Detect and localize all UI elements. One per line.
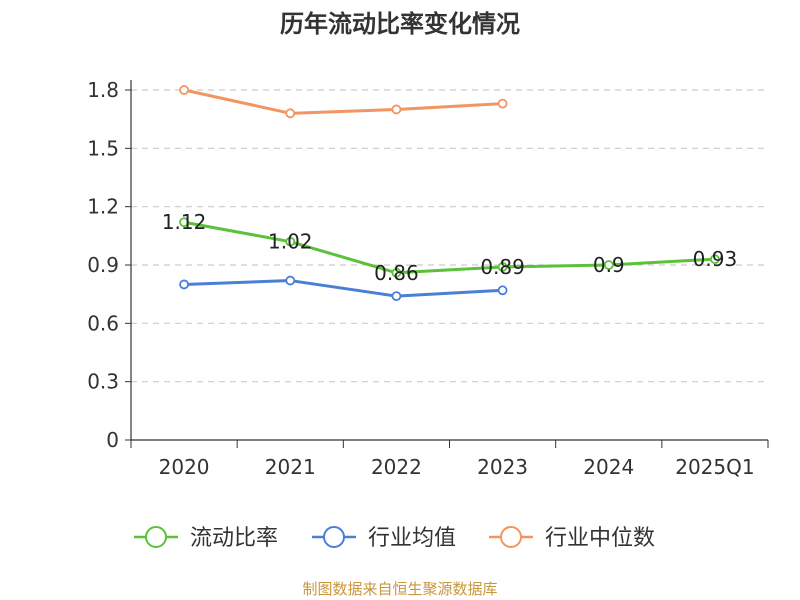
y-tick-label: 0 xyxy=(106,428,119,452)
data-point xyxy=(391,267,402,278)
gridlines xyxy=(131,89,768,383)
y-tick-label: 1.5 xyxy=(87,136,119,160)
data-label: 0.89 xyxy=(480,255,525,279)
x-tick-label: 2020 xyxy=(159,455,210,479)
x-tick-label: 2023 xyxy=(477,455,528,479)
legend-marker xyxy=(500,526,522,548)
data-point xyxy=(710,254,720,265)
series-line-0 xyxy=(183,220,715,275)
data-label: 0.93 xyxy=(693,247,738,271)
series-line-2 xyxy=(183,88,503,115)
data-point xyxy=(285,236,296,247)
series-line-1 xyxy=(184,279,503,298)
data-label: 1.02 xyxy=(268,230,313,254)
y-tick-label: 0.3 xyxy=(87,370,119,394)
data-point xyxy=(391,291,402,302)
source-note: 制图数据来自恒生聚源数据库 xyxy=(302,580,497,598)
legend: 流动比率 行业均值 行业中位数 xyxy=(134,526,655,551)
data-point xyxy=(391,104,402,115)
data-point xyxy=(497,285,508,296)
data-point xyxy=(179,279,189,290)
legend-label: 行业均值 xyxy=(368,526,456,551)
y-tick-label: 1.2 xyxy=(87,195,119,219)
data-point xyxy=(179,85,189,95)
legend-label: 流动比率 xyxy=(190,526,278,551)
data-label: 1.12 xyxy=(162,210,207,234)
data-point xyxy=(285,275,296,286)
data-label: 0.86 xyxy=(374,261,419,285)
legend-label: 行业中位数 xyxy=(545,526,655,551)
data-label: 0.9 xyxy=(593,253,625,277)
data-labels: 1.12 1.02 0.86 0.89 0.9 0.93 xyxy=(162,210,737,285)
x-tick-label: 2022 xyxy=(371,455,422,479)
series-lines xyxy=(179,85,720,302)
data-point xyxy=(285,108,296,119)
y-tick-label: 1.8 xyxy=(87,78,119,102)
y-tick-label: 0.9 xyxy=(87,253,119,277)
chart-title: 历年流动比率变化情况 xyxy=(280,10,520,38)
x-tick-label: 2025Q1 xyxy=(675,455,754,479)
axes xyxy=(125,80,769,448)
data-point xyxy=(179,217,189,228)
legend-marker xyxy=(145,526,167,548)
y-tick-label: 0.6 xyxy=(87,311,119,335)
data-point xyxy=(603,260,614,270)
x-tick-label: 2021 xyxy=(265,455,316,479)
data-point xyxy=(497,98,508,109)
tick-labels: 0 0.3 0.6 0.9 1.2 1.5 1.8 2020 2021 2022 2023 2024 2… xyxy=(87,78,754,479)
legend-marker xyxy=(323,526,345,548)
data-point xyxy=(497,262,508,272)
x-tick-label: 2024 xyxy=(583,455,634,479)
